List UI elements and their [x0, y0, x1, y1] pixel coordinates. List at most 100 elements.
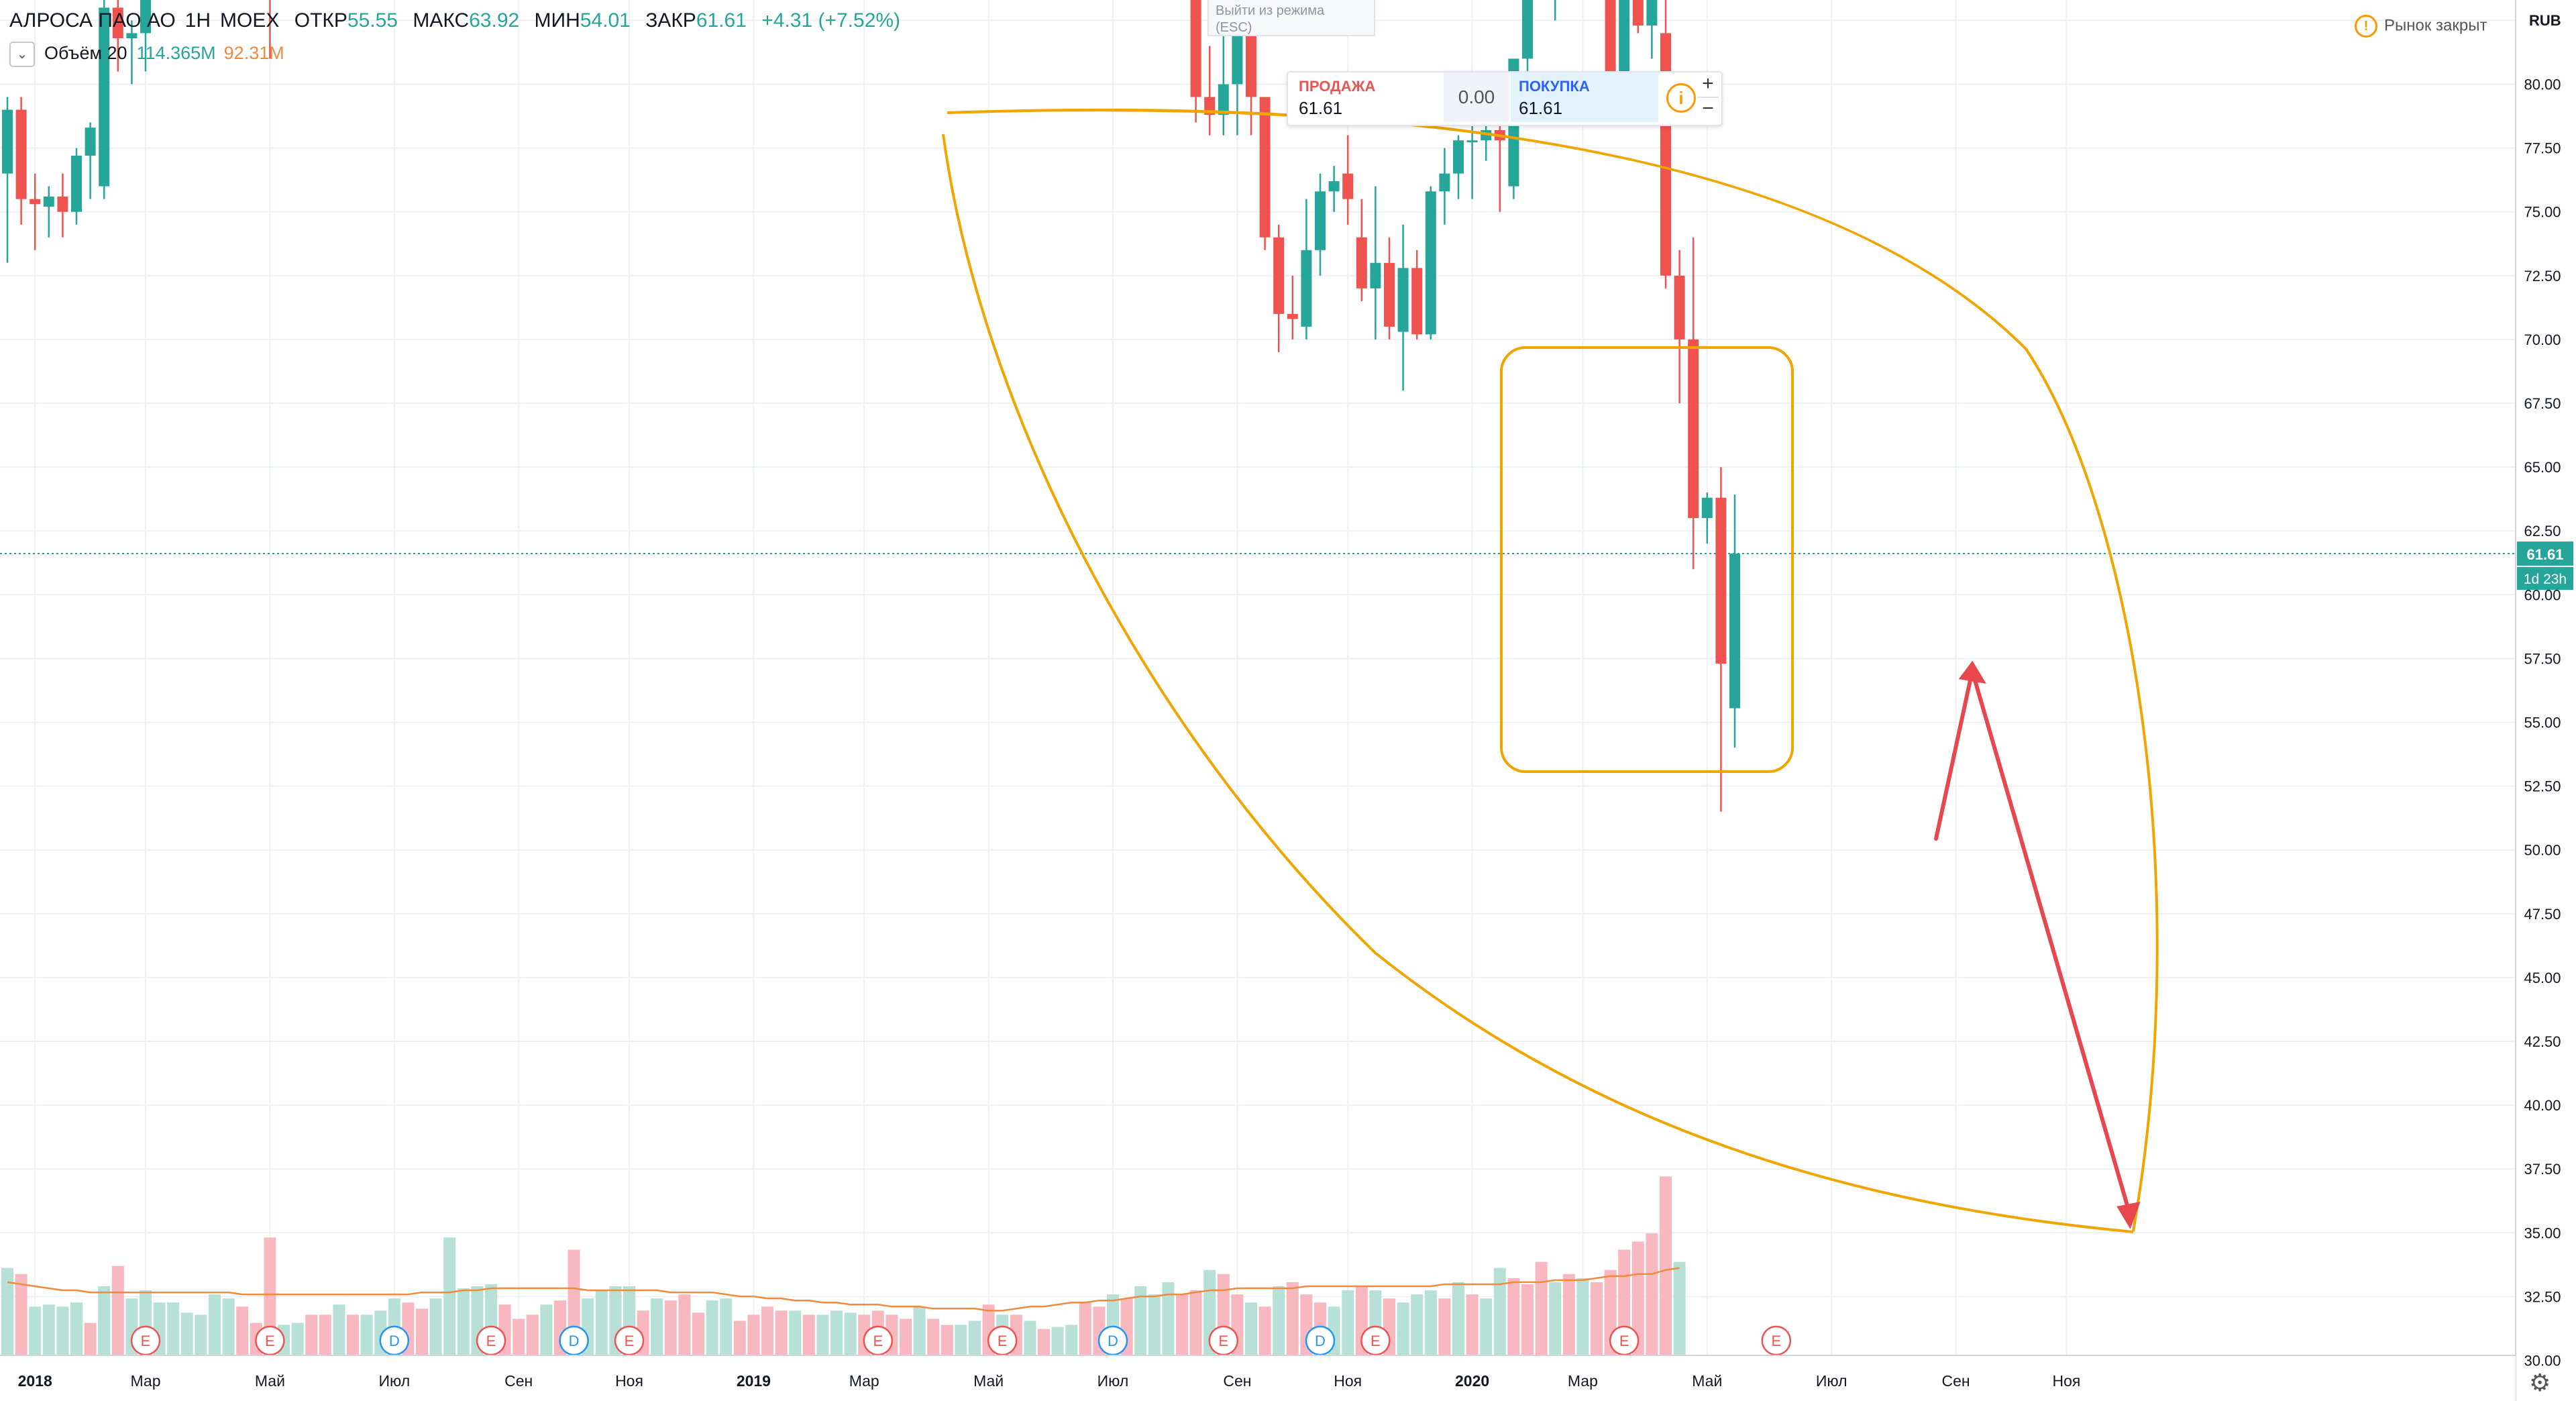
candle-body	[57, 196, 68, 212]
close-label: ЗАКР	[645, 9, 696, 32]
price-axis-bg	[2516, 0, 2576, 1401]
time-tick-label: 2018	[18, 1372, 52, 1390]
candle-body	[1605, 0, 1616, 72]
candle-body	[112, 7, 123, 39]
candle-body	[1287, 313, 1298, 319]
volume-bar	[900, 1318, 912, 1355]
sell-price: 61.61	[1299, 98, 1343, 118]
price-tick-label: 42.50	[2524, 1033, 2561, 1050]
time-tick-label: Сен	[1223, 1372, 1251, 1390]
low-label: МИН	[534, 9, 580, 32]
time-tick-label: Сен	[1942, 1372, 1970, 1390]
price-tick-label: 80.00	[2524, 76, 2561, 93]
candle-body	[43, 196, 54, 207]
quantity-minus-button[interactable]: −	[1702, 97, 1714, 119]
timeframe[interactable]: 1Н	[184, 9, 211, 32]
countdown-badge	[2517, 567, 2573, 590]
currency-label[interactable]: RUB	[2529, 12, 2561, 29]
candle-body	[1674, 275, 1685, 340]
volume-bar	[775, 1310, 788, 1355]
price-tick-label: 52.50	[2524, 778, 2561, 795]
event-marker-label: E	[265, 1333, 275, 1349]
candle-body	[1218, 84, 1229, 115]
grid	[0, 0, 2516, 1361]
volume-bar	[747, 1314, 760, 1355]
volume-bar	[513, 1318, 525, 1355]
candle-body	[1425, 191, 1436, 335]
event-marker-label: E	[1771, 1333, 1781, 1349]
price-tick-label: 35.00	[2524, 1225, 2561, 1241]
volume-bar	[1273, 1286, 1285, 1355]
time-tick-label: Ноя	[2052, 1372, 2080, 1390]
volume-bar	[526, 1314, 539, 1355]
time-tick-label: Июл	[1816, 1372, 1847, 1390]
volume-bar	[706, 1300, 718, 1355]
volume-bar	[333, 1304, 345, 1355]
volume-bar	[1024, 1320, 1036, 1355]
time-tick-label: Июл	[1097, 1372, 1129, 1390]
settings-gear-icon[interactable]: ⚙	[2529, 1369, 2551, 1396]
price-tick-label: 32.50	[2524, 1288, 2561, 1305]
last-price-label: 61.61	[2526, 546, 2563, 563]
trade-panel: ПРОДАЖА 61.61 0.00 ПОКУПКА 61.61 i + −	[1287, 71, 1723, 126]
price-tick-label: 65.00	[2524, 459, 2561, 476]
time-tick-label: Май	[973, 1372, 1004, 1390]
collapse-chevron-icon[interactable]: ⌄	[9, 42, 35, 67]
volume-bar	[1521, 1284, 1534, 1355]
price-tick-label: 45.00	[2524, 970, 2561, 986]
close-value: 61.61	[696, 9, 747, 32]
high-label: МАКС	[413, 9, 470, 32]
price-tick-label: 72.50	[2524, 268, 2561, 284]
volume-indicator-name[interactable]: Объём 20	[44, 43, 127, 64]
volume-bar	[1452, 1282, 1464, 1355]
volume-bar	[816, 1314, 829, 1355]
volume-bar	[1438, 1298, 1451, 1355]
event-marker-label: D	[1315, 1333, 1326, 1349]
volume-bar	[56, 1306, 69, 1355]
volume-bar	[720, 1298, 733, 1355]
exchange: MOEX	[220, 9, 280, 32]
candle-body	[1729, 554, 1740, 709]
price-tick-label: 67.50	[2524, 395, 2561, 412]
volume-bar	[1576, 1278, 1589, 1355]
volume-bar	[84, 1322, 97, 1355]
volume-bar	[29, 1306, 42, 1355]
volume-bar	[1258, 1306, 1271, 1355]
volume-bar	[1189, 1290, 1202, 1355]
candle-body	[99, 7, 110, 187]
volume-bar	[595, 1290, 608, 1355]
candle-body	[30, 199, 41, 205]
event-marker-label: E	[625, 1333, 635, 1349]
candle-body	[1273, 237, 1285, 314]
annotation-arc-inner	[942, 134, 2134, 1233]
symbol-name[interactable]: АЛРОСА ПАО АО	[9, 9, 176, 32]
time-tick-label: Ноя	[615, 1372, 643, 1390]
volume-bar	[789, 1310, 802, 1355]
candle-body	[2, 109, 13, 174]
event-marker-label: E	[1218, 1333, 1228, 1349]
volume-bar	[1397, 1302, 1409, 1355]
buy-price: 61.61	[1519, 98, 1563, 118]
volume-bar	[42, 1304, 55, 1355]
volume-bar	[969, 1320, 981, 1355]
quantity-plus-button[interactable]: +	[1697, 72, 1719, 98]
exit-mode-button[interactable]: Выйти из режима (ESC)	[1208, 0, 1375, 36]
countdown-label: 1d 23h	[2524, 572, 2567, 587]
volume-bar	[1660, 1176, 1672, 1355]
event-marker-label: E	[486, 1333, 496, 1349]
time-tick-label: Сен	[504, 1372, 533, 1390]
price-axis: 30.00 32.50 35.00 37.50 40.00 42.50 45.00 47.50…	[2515, 0, 2576, 1401]
buy-button[interactable]: ПОКУПКА 61.61	[1511, 72, 1658, 122]
exit-mode-label: Выйти из режима	[1216, 3, 1325, 18]
high-value: 63.92	[469, 9, 520, 32]
sell-button[interactable]: ПРОДАЖА 61.61	[1291, 72, 1442, 122]
info-button[interactable]: i	[1658, 72, 1696, 122]
candles	[2, 0, 1740, 812]
volume-bar	[1631, 1241, 1644, 1355]
volume-bar	[1342, 1290, 1354, 1355]
last-price-badge	[2517, 541, 2573, 566]
volume-bar	[416, 1308, 428, 1355]
market-status[interactable]: ! Рынок закрыт	[2355, 15, 2487, 38]
event-marker-label: D	[1108, 1333, 1118, 1349]
